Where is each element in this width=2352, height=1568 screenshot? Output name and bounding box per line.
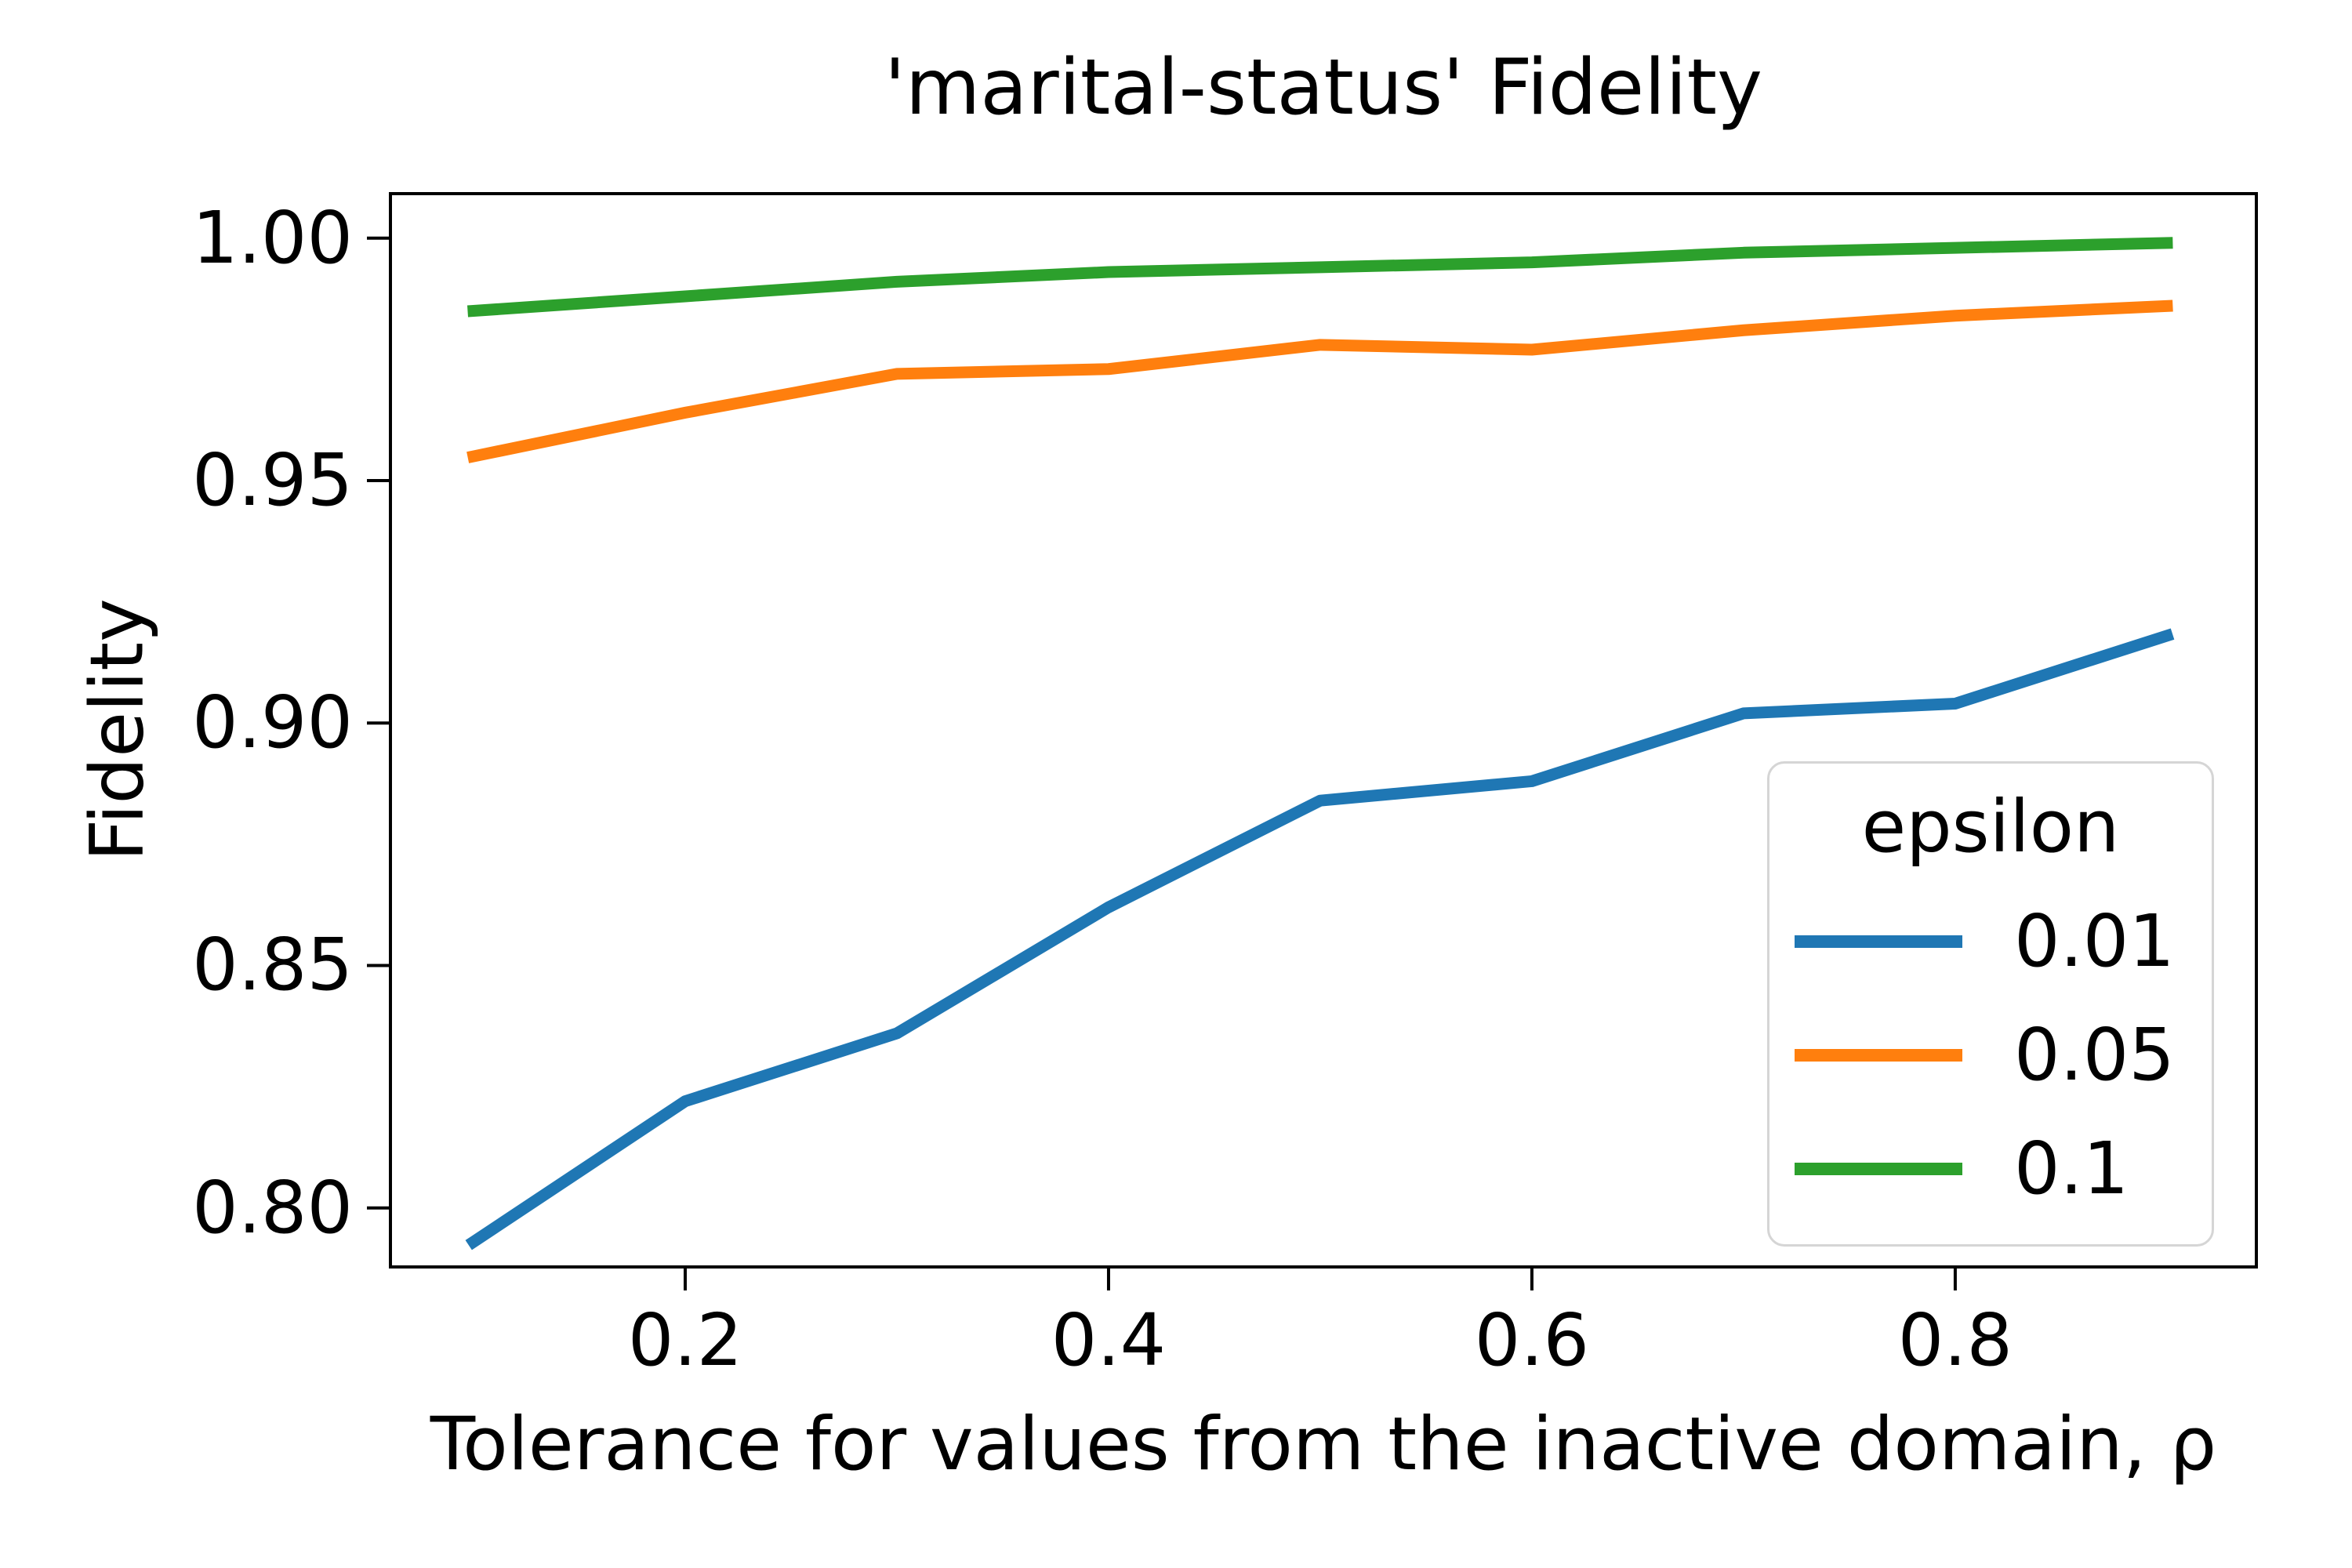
y-tick-label: 1.00 xyxy=(192,195,353,280)
legend-line-swatch xyxy=(1795,1163,1962,1175)
chart-title: 'marital-status' Fidelity xyxy=(884,43,1763,132)
y-tick-label: 0.85 xyxy=(192,923,353,1007)
legend-entry-label: 0.05 xyxy=(2014,1013,2175,1097)
legend-line-swatch xyxy=(1795,935,1962,948)
series-line-eps-0.05 xyxy=(466,299,2173,463)
legend-entry: 0.01 xyxy=(1769,895,2212,989)
y-tick-label: 0.80 xyxy=(192,1165,353,1250)
legend-title: epsilon xyxy=(1861,785,2120,869)
legend-line-swatch xyxy=(1795,1049,1962,1062)
legend-entry: 0.05 xyxy=(1769,1008,2212,1102)
series-line-eps-0.01 xyxy=(465,628,2175,1250)
legend-entry-label: 0.1 xyxy=(2014,1127,2129,1210)
x-tick-label: 0.8 xyxy=(1897,1298,2013,1382)
x-tick-label: 0.6 xyxy=(1474,1298,1590,1382)
x-axis-label: Tolerance for values from the inactive d… xyxy=(430,1402,2217,1487)
y-tick-label: 0.90 xyxy=(192,681,353,765)
legend-entry-label: 0.01 xyxy=(2014,899,2175,983)
series-line-eps-0.1 xyxy=(466,237,2173,318)
legend-entry: 0.1 xyxy=(1769,1122,2212,1216)
x-tick-label: 0.2 xyxy=(627,1298,743,1382)
x-tick-label: 0.4 xyxy=(1051,1298,1167,1382)
y-tick-label: 0.95 xyxy=(192,437,353,522)
legend: epsilon 0.01 0.05 0.1 xyxy=(1767,761,2214,1247)
